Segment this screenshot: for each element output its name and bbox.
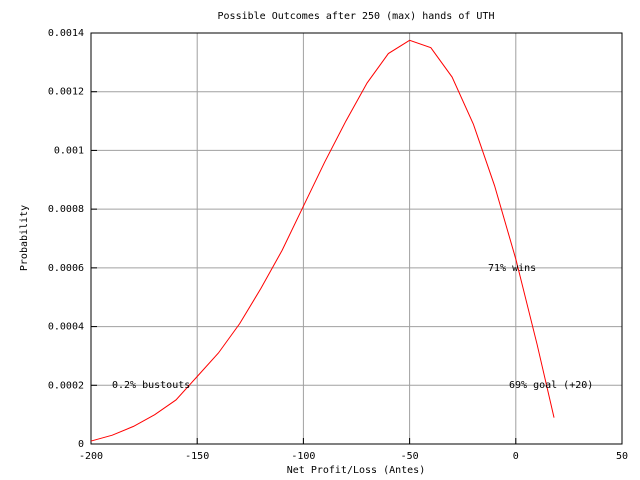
y-tick-label: 0.001 [54, 145, 84, 156]
x-axis-label: Net Profit/Loss (Antes) [287, 465, 425, 476]
x-tick-label: 50 [616, 451, 628, 462]
y-tick-label: 0.0002 [48, 380, 84, 391]
y-tick-label: 0.0012 [48, 87, 84, 98]
y-tick-label: 0.0006 [48, 263, 84, 274]
x-tick-label: -200 [79, 451, 103, 462]
y-tick-label: 0.0004 [48, 322, 84, 333]
y-axis-label: Probability [19, 205, 30, 271]
x-tick-label: 0 [513, 451, 519, 462]
chart-title: Possible Outcomes after 250 (max) hands … [218, 11, 495, 22]
annotation: 71% wins [488, 263, 536, 274]
x-tick-label: -50 [401, 451, 419, 462]
x-tick-label: -100 [291, 451, 315, 462]
annotation: 69% goal (+20) [509, 380, 593, 391]
y-tick-label: 0 [78, 439, 84, 450]
line-series [90, 39, 555, 442]
annotation: 0.2% bustouts [112, 380, 190, 391]
y-tick-label: 0.0008 [48, 204, 84, 215]
x-tick-label: -150 [185, 451, 209, 462]
y-tick-label: 0.0014 [48, 28, 84, 39]
plot-border [90, 32, 623, 445]
